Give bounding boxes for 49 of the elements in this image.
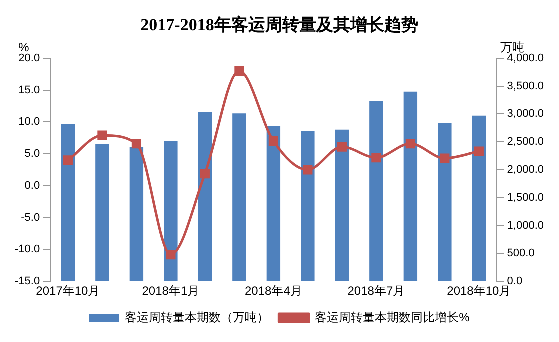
y2-tick-label: 3,000.0 xyxy=(507,108,544,120)
y-tick-label: -5.0 xyxy=(21,212,40,224)
point xyxy=(166,250,176,260)
point xyxy=(63,156,73,166)
y-tick-label: 20.0 xyxy=(18,52,40,64)
point xyxy=(474,146,484,156)
legend-label: 客运周转量本期数同比增长% xyxy=(315,310,470,324)
legend-label: 客运周转量本期数（万吨） xyxy=(125,310,270,324)
bar xyxy=(404,92,418,282)
bar xyxy=(232,114,246,282)
bar xyxy=(335,130,350,282)
bar xyxy=(61,124,76,282)
y2-tick-label: 500.0 xyxy=(507,248,535,260)
bar xyxy=(438,123,452,282)
point xyxy=(372,153,382,163)
point xyxy=(268,136,278,146)
point xyxy=(98,130,108,140)
y2-tick-label: 2,500.0 xyxy=(507,136,544,148)
bar xyxy=(164,142,178,282)
bar xyxy=(472,116,486,282)
point xyxy=(200,169,210,179)
y-tick-label: -10.0 xyxy=(14,244,40,256)
y-tick-label: 15.0 xyxy=(18,84,40,96)
bar xyxy=(370,101,384,282)
bar xyxy=(130,147,144,282)
bar xyxy=(301,130,315,282)
chart-title: 2017-2018年客运周转量及其增长趋势 xyxy=(140,16,418,35)
point xyxy=(440,154,450,164)
y-tick-label: 0.0 xyxy=(24,180,40,192)
point xyxy=(303,165,313,175)
y2-axis-title: 万吨 xyxy=(500,40,524,55)
point xyxy=(337,142,347,152)
y2-tick-label: 3,500.0 xyxy=(507,80,544,92)
y-tick-label: 10.0 xyxy=(18,116,40,128)
y-tick-label: 5.0 xyxy=(24,148,40,160)
point xyxy=(234,66,244,76)
y2-tick-label: 4,000.0 xyxy=(507,52,544,64)
x-tick-label: 2018年7月 xyxy=(348,284,406,298)
y2-tick-label: 1,000.0 xyxy=(507,220,544,232)
y2-tick-label: 1,500.0 xyxy=(507,192,544,204)
bar xyxy=(266,126,281,282)
x-tick-label: 2018年1月 xyxy=(142,284,200,298)
bar xyxy=(198,112,212,282)
bar xyxy=(96,144,110,282)
point xyxy=(132,139,142,149)
y2-tick-label: 2,000.0 xyxy=(507,164,544,176)
point xyxy=(406,139,416,149)
y-axis-title: % xyxy=(18,40,30,55)
x-tick-label: 2018年4月 xyxy=(245,284,302,298)
